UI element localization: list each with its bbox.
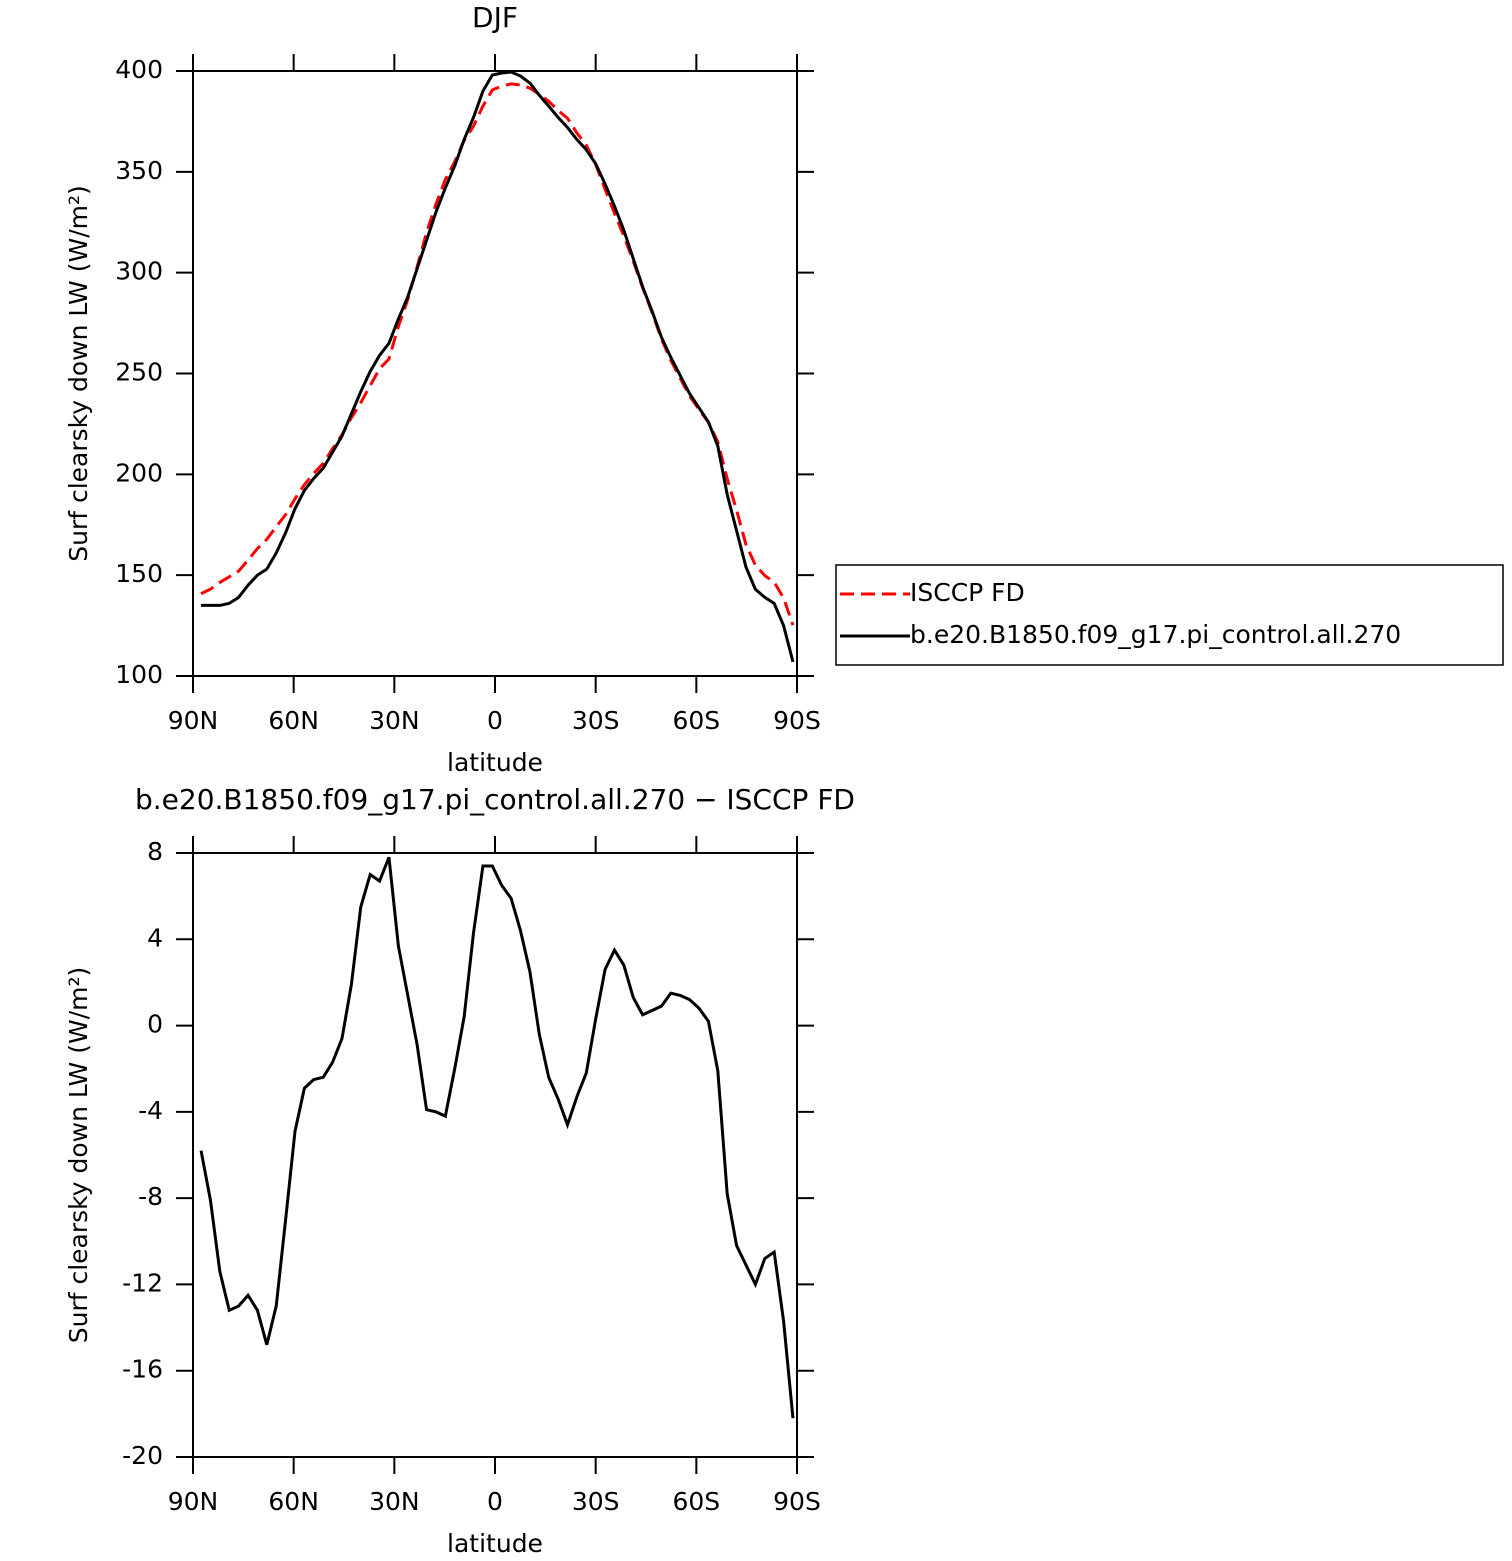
y-tick-label: 150 [115, 559, 163, 588]
x-tick-label: 90S [773, 706, 821, 735]
y-tick-label: 350 [115, 156, 163, 185]
x-tick-label: 60S [672, 706, 720, 735]
y-tick-label: 0 [147, 1010, 163, 1039]
x-tick-label: 60S [672, 1487, 720, 1516]
x-tick-label: 30N [369, 1487, 420, 1516]
y-tick-label: -12 [122, 1268, 163, 1297]
y-tick-label: 4 [147, 923, 163, 952]
x-tick-label: 30S [572, 1487, 620, 1516]
y-tick-label: 100 [115, 660, 163, 689]
legend-label: b.e20.B1850.f09_g17.pi_control.all.270 [910, 620, 1401, 649]
legend-label: ISCCP FD [910, 578, 1025, 607]
y-tick-label: 400 [115, 55, 163, 84]
data-line [201, 70, 795, 663]
y-tick-label: 250 [115, 358, 163, 387]
x-tick-label: 0 [487, 1487, 503, 1516]
x-tick-label: 30N [369, 706, 420, 735]
y-tick-label: -20 [122, 1441, 163, 1470]
y-tick-label: -16 [122, 1355, 163, 1384]
x-tick-label: 90N [168, 706, 219, 735]
chart-title: DJF [472, 1, 518, 34]
x-tick-label: 30S [572, 706, 620, 735]
y-tick-label: 200 [115, 458, 163, 487]
y-tick-label: -8 [138, 1182, 163, 1211]
legend-box [835, 564, 1504, 666]
x-tick-label: 90N [168, 1487, 219, 1516]
x-tick-label: 60N [268, 1487, 319, 1516]
x-tick-label: 0 [487, 706, 503, 735]
y-tick-label: 300 [115, 257, 163, 286]
data-line [199, 856, 795, 1419]
x-axis-label: latitude [447, 748, 543, 777]
plot-frame [192, 852, 798, 1458]
chart-title: b.e20.B1850.f09_g17.pi_control.all.270 −… [135, 783, 855, 816]
y-tick-label: 8 [147, 837, 163, 866]
y-tick-label: -4 [138, 1096, 163, 1125]
plot-frame [192, 70, 798, 677]
x-axis-label: latitude [447, 1529, 543, 1558]
y-axis-label: Surf clearsky down LW (W/m²) [64, 185, 93, 562]
x-tick-label: 90S [773, 1487, 821, 1516]
y-axis-label: Surf clearsky down LW (W/m²) [64, 967, 93, 1344]
x-tick-label: 60N [268, 706, 319, 735]
data-line [200, 82, 795, 626]
